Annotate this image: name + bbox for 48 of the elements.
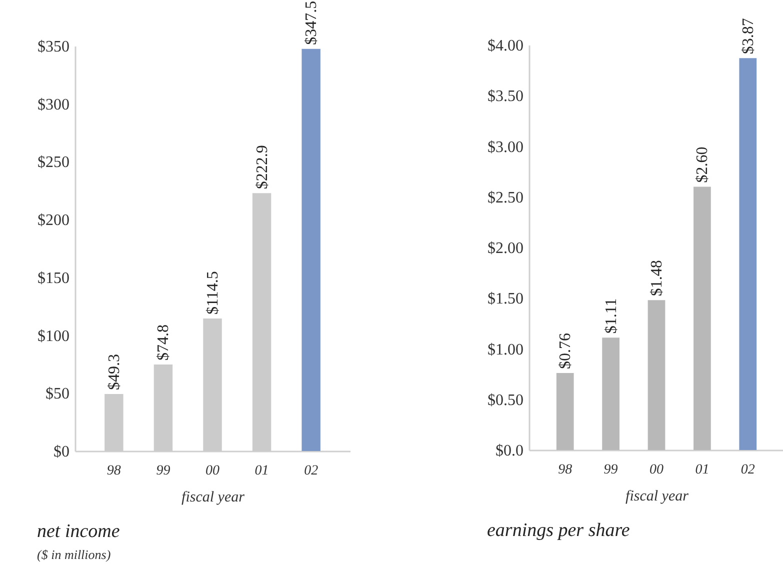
data-label: $1.11 <box>602 298 620 334</box>
data-label: $2.60 <box>694 146 712 183</box>
bar <box>648 300 666 450</box>
data-label: $0.76 <box>557 333 574 370</box>
bar <box>302 48 320 451</box>
y-tick-label: $4.00 <box>488 38 524 54</box>
x-tick-label: 00 <box>206 464 220 478</box>
y-tick-label: $50 <box>46 386 70 403</box>
data-label: $74.8 <box>155 324 172 360</box>
data-label: $114.5 <box>204 271 222 315</box>
text: earnings per share <box>487 520 630 541</box>
data-label: $1.48 <box>648 260 666 296</box>
bar <box>739 58 757 450</box>
bar <box>694 186 711 450</box>
y-tick-label: $0.50 <box>488 392 524 409</box>
text: net income <box>37 521 120 542</box>
data-label: $49.3 <box>106 354 123 390</box>
y-tick-label: $0 <box>54 444 70 460</box>
x-tick-label: 99 <box>156 464 170 478</box>
y-tick-label: $300 <box>38 96 70 114</box>
x-tick-label: 98 <box>558 462 572 478</box>
y-tick-label: $3.00 <box>488 138 524 156</box>
x-axis-title: fiscal year <box>182 490 245 506</box>
y-tick-label: $2.00 <box>488 240 524 257</box>
x-tick-label: 01 <box>254 464 269 478</box>
text: ($ in millions) <box>37 547 111 562</box>
y-tick-label: $350 <box>38 38 70 56</box>
y-tick-label: $250 <box>38 154 70 172</box>
bar <box>602 338 620 450</box>
bar <box>556 373 574 450</box>
x-tick-label: 02 <box>740 462 755 478</box>
y-tick-label: $150 <box>38 270 70 287</box>
x-tick-label: 99 <box>604 462 618 478</box>
y-tick-label: $200 <box>38 212 70 230</box>
y-tick-label: $100 <box>38 328 70 345</box>
data-label: $347.5 <box>303 0 320 45</box>
x-tick-label: 02 <box>304 464 318 478</box>
x-tick-label: 98 <box>106 464 121 478</box>
y-tick-label: $2.50 <box>488 189 524 206</box>
y-tick-label: $1.00 <box>488 341 524 358</box>
y-tick-label: $3.50 <box>488 88 524 106</box>
data-label: $3.87 <box>740 18 757 54</box>
x-tick-label: 01 <box>695 462 710 478</box>
x-axis-title: fiscal year <box>626 488 689 504</box>
data-label: $222.9 <box>254 145 271 190</box>
x-tick-label: 00 <box>650 462 664 478</box>
y-tick-label: $1.50 <box>488 290 524 308</box>
y-tick-label: $0.0 <box>496 442 524 460</box>
